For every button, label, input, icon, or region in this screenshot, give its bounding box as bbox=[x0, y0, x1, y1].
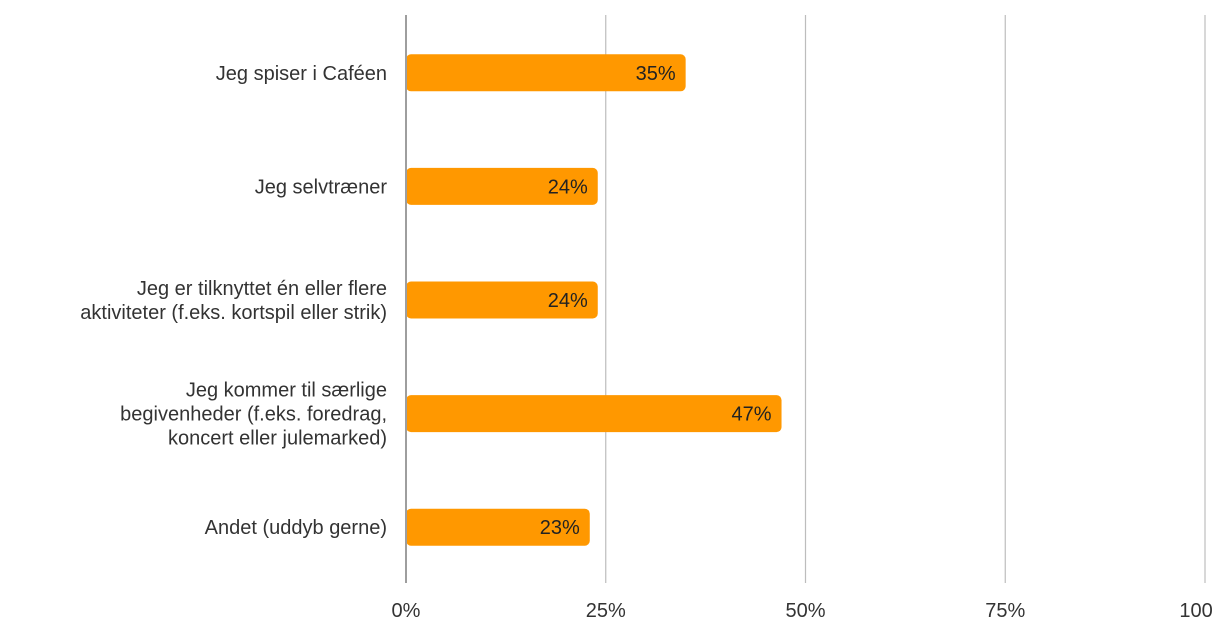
data-label: 23% bbox=[540, 517, 580, 539]
x-tick-label: 100% bbox=[1179, 600, 1213, 622]
category-label-line: aktiviteter (f.eks. kortspil eller strik… bbox=[80, 302, 387, 324]
bar bbox=[406, 395, 782, 432]
x-tick-labels: 0% 25% 50% 75% 100% bbox=[392, 600, 1213, 622]
x-tick-label: 0% bbox=[392, 600, 421, 622]
x-tick-label: 75% bbox=[985, 600, 1025, 622]
category-label-line: Jeg kommer til særlige bbox=[186, 380, 387, 402]
category-label: Jeg kommer til særlige begivenheder (f.ek… bbox=[120, 380, 387, 450]
data-label: 24% bbox=[548, 290, 588, 312]
category-label: Jeg selvtræner bbox=[255, 176, 388, 198]
bars: 35% 24% 24% 47% 23% bbox=[406, 54, 782, 545]
category-label-line: Jeg er tilknyttet én eller flere bbox=[137, 278, 387, 300]
category-label: Jeg er tilknyttet én eller flere aktivite… bbox=[80, 278, 387, 324]
category-label: Andet (uddyb gerne) bbox=[205, 517, 387, 539]
category-label-line: koncert eller julemarked) bbox=[168, 428, 387, 450]
category-label-line: Jeg spiser i Caféen bbox=[216, 63, 387, 85]
gridlines bbox=[606, 15, 1205, 583]
category-label: Jeg spiser i Caféen bbox=[216, 63, 387, 85]
data-label: 35% bbox=[636, 63, 676, 85]
x-tick-label: 50% bbox=[785, 600, 825, 622]
data-label: 47% bbox=[731, 404, 771, 426]
category-label-line: begivenheder (f.eks. foredrag, bbox=[120, 404, 387, 426]
data-label: 24% bbox=[548, 176, 588, 198]
category-label-line: Andet (uddyb gerne) bbox=[205, 517, 387, 539]
category-label-line: Jeg selvtræner bbox=[255, 176, 388, 198]
category-labels: Jeg spiser i Caféen Jeg selvtræner Jeg er … bbox=[80, 63, 387, 539]
x-tick-label: 25% bbox=[586, 600, 626, 622]
